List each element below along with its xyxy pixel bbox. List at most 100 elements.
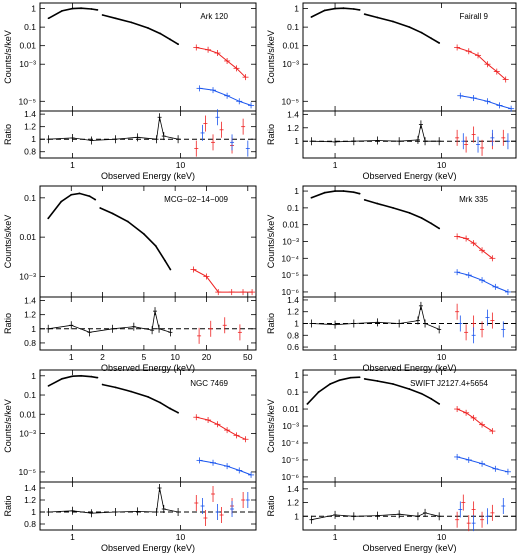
panel-title: Mrk 335 <box>459 195 488 204</box>
data-point <box>169 268 172 271</box>
data-point <box>60 200 63 203</box>
y-tick-label: 0.1 <box>287 387 299 397</box>
ratio-frame <box>39 110 257 159</box>
ratio-y-tick-label: 1.2 <box>24 495 36 505</box>
ratio-series-line <box>48 117 179 141</box>
ratio-frame <box>302 110 517 159</box>
spectrum-y-label: Counts/s/keV <box>266 215 276 269</box>
panel-2: Fairall 9 10⁻⁵ 10⁻³ 0.01 0.1 1 Counts/s/keV 1 10… <box>266 2 517 181</box>
panel-1: Ark 120 10⁻⁵ 10⁻³ 0.01 0.1 1 Counts/s/keV 1 10Ob… <box>3 2 257 181</box>
ratio-y-tick-label: 1 <box>31 134 36 144</box>
data-point <box>363 377 366 380</box>
ratio-y-label: Ratio <box>266 495 276 516</box>
data-point <box>71 7 74 10</box>
spectrum-series-2 <box>364 13 440 44</box>
x-axis-label: Observed Energy (keV) <box>362 363 456 373</box>
spectrum-series-1 <box>48 7 98 20</box>
data-point <box>80 7 82 10</box>
data-point <box>47 17 50 20</box>
ratio-frame <box>302 481 517 531</box>
data-point <box>164 259 166 262</box>
data-point <box>61 9 63 12</box>
data-point <box>61 377 63 380</box>
ratio-y-tick-label: 1 <box>294 136 299 146</box>
data-point <box>438 403 441 405</box>
spectrum-series-1 <box>311 7 360 18</box>
data-point <box>358 376 361 379</box>
data-point <box>71 375 74 378</box>
panel-3: MCG−02−14−009 10⁻³ 0.01 0.1 Counts/s/keV 1 2 5 1… <box>3 185 257 373</box>
data-point <box>177 43 180 46</box>
y-tick-label: 10⁻⁶ <box>282 472 299 482</box>
spectrum-y-label: Counts/s/keV <box>266 399 276 453</box>
ratio-y-label: Ratio <box>266 124 276 145</box>
data-point <box>420 392 423 395</box>
x-tick-label: 20 <box>202 352 212 362</box>
data-point <box>78 192 81 195</box>
x-axis-label: Observed Energy (keV) <box>101 363 195 373</box>
data-point <box>329 383 332 385</box>
y-tick-label: 10⁻⁴ <box>281 438 299 448</box>
x-axis-label: Observed Energy (keV) <box>101 543 195 553</box>
x-tick-label: 1 <box>70 160 75 170</box>
y-tick-label: 10⁻³ <box>282 237 299 247</box>
data-point <box>420 31 423 34</box>
x-tick-label: 10 <box>437 352 447 362</box>
y-tick-label: 10⁻⁶ <box>282 287 299 297</box>
spectrum-series-3 <box>196 416 246 440</box>
x-tick-label: 10 <box>437 532 447 542</box>
y-tick-label: 0.1 <box>24 22 36 32</box>
y-tick-label: 1 <box>31 4 36 14</box>
spectrum-series-4 <box>460 95 512 110</box>
ratio-y-tick-label: 0.8 <box>287 330 299 340</box>
data-point <box>96 8 99 11</box>
spectrum-series-1 <box>47 192 96 219</box>
data-point <box>177 411 180 414</box>
x-tick-label: 1 <box>70 532 75 542</box>
spectrum-series-3 <box>196 47 246 78</box>
data-point <box>334 7 336 10</box>
ratio-y-tick-label: 1.2 <box>24 310 36 320</box>
spectrum-series-3 <box>193 269 253 293</box>
y-tick-label: 10⁻³ <box>19 59 36 69</box>
ratio-frame <box>39 481 257 531</box>
ratio-series-line <box>48 487 179 514</box>
data-point <box>323 9 326 12</box>
data-point <box>114 386 117 389</box>
data-point <box>159 32 162 35</box>
data-point <box>130 21 133 24</box>
y-tick-label: 10⁻³ <box>19 428 36 438</box>
data-point <box>323 191 326 194</box>
data-point <box>159 401 162 404</box>
ratio-series-line <box>311 512 440 521</box>
data-point <box>126 220 129 223</box>
ratio-y-tick-label: 1.4 <box>24 296 36 306</box>
spectrum-y-label: Counts/s/keV <box>266 30 276 84</box>
data-point <box>114 17 117 20</box>
y-tick-label: 10⁻³ <box>19 271 36 281</box>
data-point <box>338 379 341 382</box>
data-point <box>376 16 379 19</box>
ratio-y-tick-label: 1.2 <box>24 122 36 132</box>
spectrum-series-4 <box>456 456 509 473</box>
x-tick-label: 10 <box>437 160 447 170</box>
data-point <box>99 207 102 209</box>
data-point <box>101 383 104 386</box>
data-point <box>317 391 320 393</box>
x-tick-label: 10 <box>176 160 186 170</box>
panel-title: Ark 120 <box>200 12 228 21</box>
data-point <box>438 42 441 44</box>
data-point <box>130 390 133 393</box>
panel-title: SWIFT J2127.4+5654 <box>410 379 488 388</box>
y-tick-label: 0.1 <box>24 390 36 400</box>
y-tick-label: 0.01 <box>282 41 299 51</box>
spectrum-series-2 <box>364 199 440 230</box>
y-tick-label: 0.01 <box>19 232 36 242</box>
data-point <box>430 37 433 40</box>
ratio-y-label: Ratio <box>3 495 13 516</box>
data-point <box>154 244 157 247</box>
y-tick-label: 0.1 <box>287 203 299 213</box>
data-point <box>363 13 366 16</box>
ratio-series-line <box>311 305 440 330</box>
